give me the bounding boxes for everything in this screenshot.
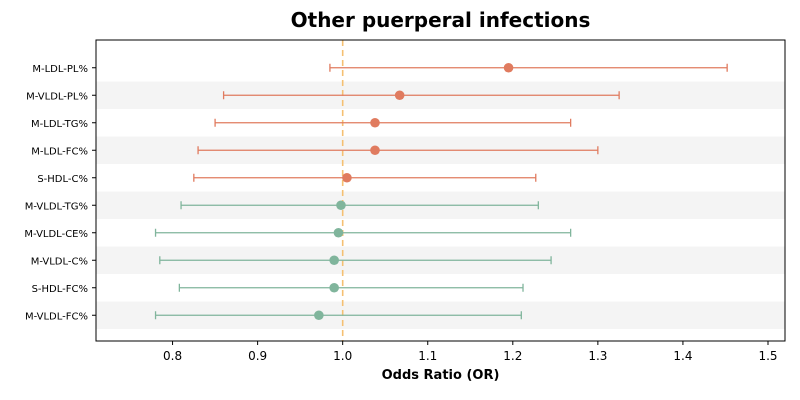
- x-tick-label: 1.5: [758, 349, 777, 363]
- x-tick-label: 1.1: [418, 349, 437, 363]
- point-estimates: [314, 62, 514, 321]
- x-tick-label: 1.3: [588, 349, 607, 363]
- x-tick-label: 1.0: [333, 349, 352, 363]
- or-point: [370, 145, 380, 156]
- or-point: [394, 90, 405, 101]
- or-point: [336, 200, 346, 211]
- x-tick-label: 1.4: [673, 349, 692, 363]
- or-point: [329, 255, 339, 266]
- chart-title: Other puerperal infections: [290, 8, 591, 32]
- or-point: [333, 227, 344, 238]
- y-tick-label: M-LDL-FC%: [31, 146, 88, 157]
- or-point: [342, 172, 352, 183]
- y-tick-label: M-VLDL-CE%: [24, 229, 88, 240]
- y-tick-label: S-HDL-FC%: [32, 284, 88, 295]
- y-tick-label: S-HDL-C%: [37, 174, 88, 185]
- y-tick-label: M-VLDL-TG%: [25, 201, 88, 212]
- or-point: [370, 117, 380, 128]
- or-point: [329, 282, 339, 293]
- x-ticks: 0.8 0.9 1.0 1.1 1.2 1.3 1.4 1.5: [163, 341, 778, 363]
- x-tick-label: 1.2: [503, 349, 522, 363]
- y-tick-label: M-VLDL-PL%: [26, 91, 88, 102]
- y-tick-label: M-LDL-PL%: [32, 64, 88, 75]
- y-tick-label: M-LDL-TG%: [31, 119, 88, 130]
- error-bars: [154, 63, 728, 320]
- plot-frame: [95, 39, 786, 342]
- y-tick-labels: M-LDL-PL% M-VLDL-PL% M-LDL-TG% M-LDL-FC% S-H…: [24, 64, 96, 322]
- or-point: [503, 62, 514, 73]
- x-axis-label: Odds Ratio (OR): [381, 368, 500, 383]
- y-tick-label: M-VLDL-C%: [31, 256, 88, 267]
- y-tick-label: M-VLDL-FC%: [25, 311, 88, 322]
- x-tick-label: 0.8: [163, 349, 182, 363]
- x-tick-label: 0.9: [248, 349, 267, 363]
- or-point: [314, 310, 324, 321]
